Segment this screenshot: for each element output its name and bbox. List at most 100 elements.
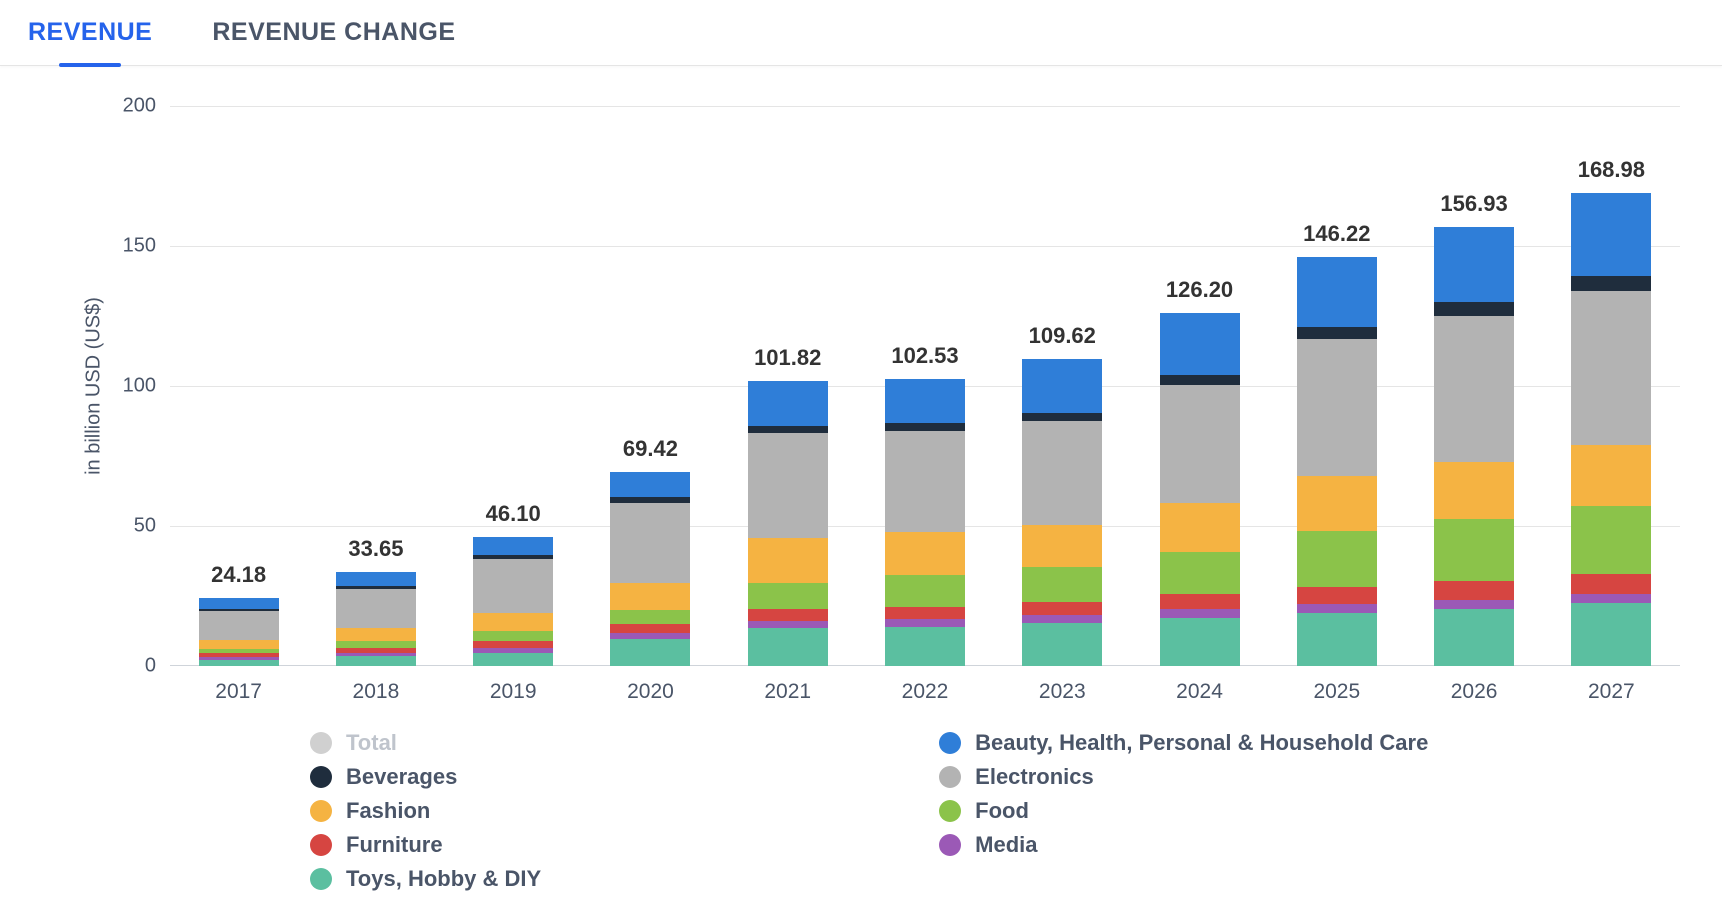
legend-label: Electronics bbox=[975, 764, 1094, 790]
segment-beauty bbox=[1022, 359, 1102, 413]
bar-total-label: 33.65 bbox=[348, 536, 403, 572]
segment-electronics bbox=[199, 611, 279, 640]
segment-toys bbox=[473, 653, 553, 666]
segment-electronics bbox=[748, 433, 828, 538]
segment-food bbox=[1297, 531, 1377, 587]
bar-2018[interactable]: 33.65 bbox=[336, 572, 416, 666]
bar-2017[interactable]: 24.18 bbox=[199, 598, 279, 666]
legend-label: Total bbox=[346, 730, 397, 756]
x-tick-label: 2024 bbox=[1176, 666, 1223, 704]
bar-total-label: 109.62 bbox=[1029, 323, 1096, 359]
segment-furniture bbox=[1297, 587, 1377, 605]
bar-total-label: 69.42 bbox=[623, 436, 678, 472]
bar-2020[interactable]: 69.42 bbox=[610, 472, 690, 666]
segment-food bbox=[473, 631, 553, 641]
legend-label: Food bbox=[975, 798, 1029, 824]
segment-food bbox=[1160, 552, 1240, 594]
bar-2021[interactable]: 101.82 bbox=[748, 381, 828, 666]
segment-beauty bbox=[473, 537, 553, 555]
segment-beverages bbox=[1022, 413, 1102, 421]
x-tick-label: 2017 bbox=[215, 666, 262, 704]
legend-label: Toys, Hobby & DIY bbox=[346, 866, 541, 892]
y-tick-label: 0 bbox=[145, 655, 170, 678]
legend-label: Furniture bbox=[346, 832, 443, 858]
legend-item-total[interactable]: Total bbox=[310, 730, 799, 756]
segment-furniture bbox=[610, 624, 690, 634]
bar-2019[interactable]: 46.10 bbox=[473, 537, 553, 666]
x-tick-label: 2025 bbox=[1313, 666, 1360, 704]
segment-electronics bbox=[1022, 421, 1102, 525]
segment-beauty bbox=[1297, 257, 1377, 327]
segment-food bbox=[885, 575, 965, 607]
segment-beauty bbox=[610, 472, 690, 497]
legend-item-beverages[interactable]: Beverages bbox=[310, 764, 799, 790]
segment-fashion bbox=[748, 538, 828, 583]
legend-label: Beverages bbox=[346, 764, 457, 790]
legend-item-toys[interactable]: Toys, Hobby & DIY bbox=[310, 866, 799, 892]
segment-fashion bbox=[885, 532, 965, 575]
segment-electronics bbox=[336, 589, 416, 628]
bar-2027[interactable]: 168.98 bbox=[1571, 193, 1651, 666]
y-tick-label: 150 bbox=[123, 235, 170, 258]
legend-item-electronics[interactable]: Electronics bbox=[939, 764, 1428, 790]
segment-fashion bbox=[1571, 445, 1651, 507]
bar-2025[interactable]: 146.22 bbox=[1297, 257, 1377, 666]
gridline bbox=[170, 106, 1680, 107]
x-tick-label: 2027 bbox=[1588, 666, 1635, 704]
segment-toys bbox=[1434, 609, 1514, 666]
segment-media bbox=[1434, 600, 1514, 609]
segment-beauty bbox=[885, 379, 965, 423]
tab-revenue-change[interactable]: REVENUE CHANGE bbox=[212, 18, 455, 65]
segment-media bbox=[748, 621, 828, 628]
segment-toys bbox=[748, 628, 828, 666]
segment-food bbox=[1571, 506, 1651, 573]
tabs: REVENUE REVENUE CHANGE bbox=[0, 0, 1722, 66]
segment-toys bbox=[336, 656, 416, 666]
x-tick-label: 2019 bbox=[490, 666, 537, 704]
bar-total-label: 156.93 bbox=[1440, 191, 1507, 227]
segment-media bbox=[885, 619, 965, 627]
segment-electronics bbox=[1434, 316, 1514, 462]
legend: Total Beauty, Health, Personal & Househol… bbox=[310, 730, 1428, 892]
segment-fashion bbox=[1434, 462, 1514, 519]
segment-food bbox=[1434, 519, 1514, 581]
segment-electronics bbox=[610, 503, 690, 583]
segment-toys bbox=[1571, 603, 1651, 666]
segment-fashion bbox=[473, 613, 553, 632]
legend-label: Fashion bbox=[346, 798, 430, 824]
legend-swatch bbox=[939, 800, 961, 822]
legend-item-fashion[interactable]: Fashion bbox=[310, 798, 799, 824]
segment-beverages bbox=[1571, 276, 1651, 291]
tab-revenue[interactable]: REVENUE bbox=[28, 18, 152, 65]
segment-fashion bbox=[336, 628, 416, 641]
bar-total-label: 102.53 bbox=[891, 343, 958, 379]
segment-toys bbox=[1022, 623, 1102, 666]
y-tick-label: 100 bbox=[123, 375, 170, 398]
bar-total-label: 146.22 bbox=[1303, 221, 1370, 257]
segment-toys bbox=[610, 639, 690, 666]
bar-2023[interactable]: 109.62 bbox=[1022, 359, 1102, 666]
bar-2026[interactable]: 156.93 bbox=[1434, 227, 1514, 666]
legend-item-beauty[interactable]: Beauty, Health, Personal & Household Car… bbox=[939, 730, 1428, 756]
bar-2024[interactable]: 126.20 bbox=[1160, 313, 1240, 666]
bar-total-label: 168.98 bbox=[1578, 157, 1645, 193]
segment-beauty bbox=[1434, 227, 1514, 303]
segment-furniture bbox=[748, 609, 828, 620]
legend-swatch bbox=[310, 766, 332, 788]
segment-beauty bbox=[1160, 313, 1240, 376]
segment-furniture bbox=[1571, 574, 1651, 594]
segment-toys bbox=[1160, 618, 1240, 666]
segment-media bbox=[1022, 615, 1102, 623]
legend-item-media[interactable]: Media bbox=[939, 832, 1428, 858]
legend-item-furniture[interactable]: Furniture bbox=[310, 832, 799, 858]
bar-total-label: 126.20 bbox=[1166, 277, 1233, 313]
bar-2022[interactable]: 102.53 bbox=[885, 379, 965, 666]
segment-furniture bbox=[885, 607, 965, 619]
y-tick-label: 50 bbox=[134, 515, 170, 538]
legend-swatch bbox=[939, 834, 961, 856]
plot-area: in billion USD (US$) 05010015020024.1820… bbox=[170, 106, 1680, 666]
bar-total-label: 46.10 bbox=[486, 501, 541, 537]
y-axis-label: in billion USD (US$) bbox=[83, 297, 106, 475]
legend-item-food[interactable]: Food bbox=[939, 798, 1428, 824]
legend-swatch bbox=[310, 732, 332, 754]
